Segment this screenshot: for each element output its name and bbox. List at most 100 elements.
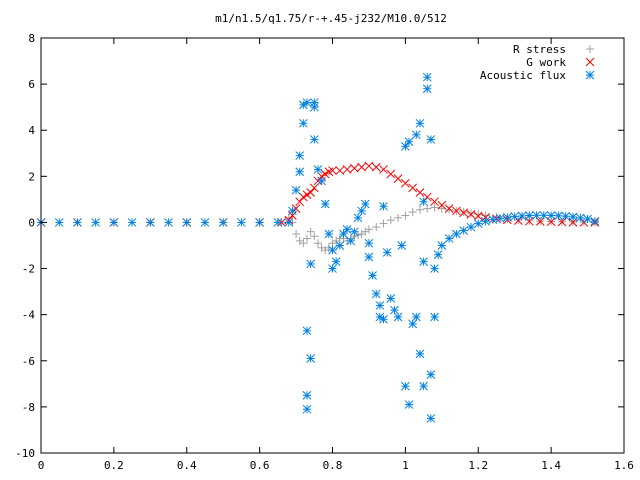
data-point-stroke bbox=[419, 197, 428, 207]
data-point bbox=[444, 204, 454, 213]
data-point bbox=[328, 264, 337, 273]
x-tick-label: 0.8 bbox=[323, 459, 343, 472]
data-point-stroke bbox=[320, 199, 330, 209]
data-point-stroke bbox=[554, 211, 563, 221]
y-tick-label: -10 bbox=[15, 447, 35, 460]
data-point bbox=[360, 199, 370, 209]
data-point-stroke bbox=[375, 312, 385, 322]
data-point bbox=[386, 294, 396, 303]
data-point-stroke bbox=[411, 130, 421, 140]
data-point bbox=[495, 213, 505, 223]
data-point bbox=[426, 370, 436, 379]
data-point-stroke bbox=[302, 98, 312, 107]
y-tick-label: 2 bbox=[28, 170, 35, 183]
data-point bbox=[419, 257, 428, 266]
data-point bbox=[510, 212, 520, 221]
data-point bbox=[309, 98, 319, 107]
data-point bbox=[422, 84, 432, 94]
y-tick-label: 8 bbox=[28, 32, 35, 45]
x-tick-label: 1.6 bbox=[614, 459, 634, 472]
data-point-stroke bbox=[546, 217, 556, 227]
data-point bbox=[357, 162, 367, 172]
data-point-stroke bbox=[350, 163, 359, 173]
data-point-stroke bbox=[73, 218, 82, 227]
data-point bbox=[481, 216, 490, 226]
data-point-stroke bbox=[561, 211, 571, 221]
data-point bbox=[328, 245, 337, 255]
data-point bbox=[535, 217, 545, 226]
data-point bbox=[353, 213, 363, 223]
data-point bbox=[364, 238, 374, 248]
data-point-stroke bbox=[382, 248, 392, 257]
data-point bbox=[302, 404, 312, 414]
x-tick-label: 1 bbox=[402, 459, 409, 472]
data-point bbox=[298, 118, 308, 128]
data-point-stroke bbox=[426, 370, 436, 379]
data-point-stroke bbox=[488, 215, 498, 225]
data-point-stroke bbox=[379, 314, 388, 324]
data-point bbox=[364, 252, 374, 262]
data-point bbox=[371, 289, 381, 299]
data-point bbox=[288, 206, 297, 216]
data-point bbox=[430, 312, 439, 322]
x-tick-label: 0.4 bbox=[177, 459, 197, 472]
data-point-stroke bbox=[422, 192, 432, 202]
data-point-stroke bbox=[288, 206, 297, 216]
data-point bbox=[372, 223, 381, 232]
data-point bbox=[517, 211, 527, 221]
y-tick-label: 6 bbox=[28, 78, 35, 91]
data-point-stroke bbox=[164, 218, 173, 227]
data-point-stroke bbox=[583, 214, 592, 224]
data-point bbox=[302, 326, 312, 336]
data-point-stroke bbox=[328, 166, 337, 175]
axes-layer: 0 0.2 0.4 0.6 0.8 1 1.2 1.4 1.6 -10 -8 -6 -4 -2 0 2 4 6 8 bbox=[15, 32, 634, 472]
data-point bbox=[386, 169, 396, 179]
series-layer bbox=[36, 72, 600, 423]
data-point-stroke bbox=[309, 135, 319, 144]
data-point bbox=[401, 211, 410, 220]
data-point-stroke bbox=[517, 211, 527, 221]
data-point-stroke bbox=[568, 212, 578, 222]
data-point bbox=[328, 166, 337, 175]
data-point-stroke bbox=[350, 227, 359, 237]
data-point-stroke bbox=[346, 236, 356, 246]
legend-marker bbox=[585, 70, 595, 80]
legend-label: G work bbox=[526, 56, 566, 69]
data-point-stroke bbox=[302, 404, 312, 414]
data-point bbox=[295, 151, 305, 160]
data-point bbox=[335, 166, 345, 175]
data-point bbox=[145, 218, 155, 227]
data-point bbox=[350, 163, 359, 173]
data-point bbox=[393, 174, 403, 183]
data-point bbox=[394, 213, 403, 222]
data-point bbox=[309, 135, 319, 144]
data-point-stroke bbox=[182, 218, 192, 227]
data-point bbox=[444, 234, 454, 243]
data-point bbox=[459, 208, 469, 218]
data-point bbox=[426, 414, 436, 423]
data-point-stroke bbox=[430, 197, 439, 207]
data-point bbox=[575, 213, 585, 223]
legend-label: Acoustic flux bbox=[480, 69, 566, 82]
legend-label: R stress bbox=[513, 43, 566, 56]
data-point-stroke bbox=[401, 381, 410, 391]
data-point bbox=[404, 400, 414, 409]
data-point-stroke bbox=[532, 210, 541, 220]
data-point bbox=[200, 218, 210, 227]
data-point-stroke bbox=[364, 161, 374, 171]
y-tick-label: -8 bbox=[22, 401, 35, 414]
data-point-stroke bbox=[452, 229, 461, 239]
data-point-stroke bbox=[557, 217, 567, 227]
data-point bbox=[335, 241, 345, 250]
data-point bbox=[459, 226, 469, 235]
data-point bbox=[386, 216, 395, 225]
data-point bbox=[292, 229, 301, 238]
y-tick-label: 4 bbox=[28, 124, 35, 137]
y-tick-label: -6 bbox=[22, 355, 35, 368]
data-point bbox=[590, 216, 600, 226]
data-point-stroke bbox=[379, 201, 388, 211]
data-point-stroke bbox=[302, 326, 312, 336]
data-point bbox=[554, 211, 563, 221]
data-point bbox=[430, 197, 439, 207]
